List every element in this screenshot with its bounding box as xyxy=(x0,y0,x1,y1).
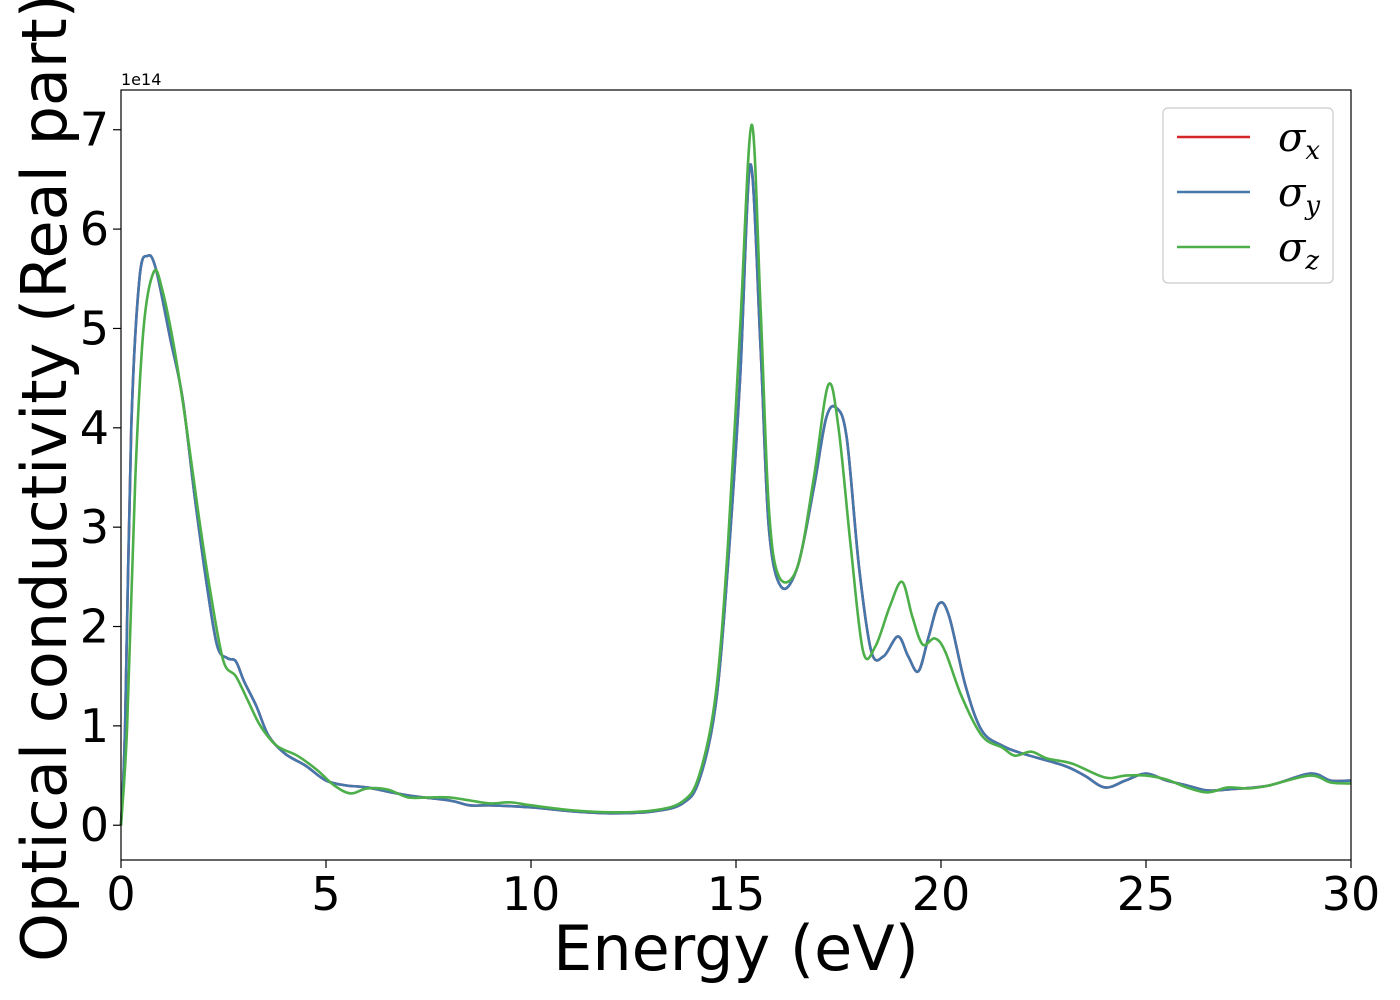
y-tick-label: 6 xyxy=(80,202,109,256)
x-tick-label: 30 xyxy=(1322,867,1381,921)
x-tick-label: 0 xyxy=(106,867,135,921)
series-line-z xyxy=(119,123,1352,826)
x-tick-label: 20 xyxy=(912,867,971,921)
legend-label-z: σz xyxy=(1278,225,1319,276)
x-tick-label: 10 xyxy=(502,867,561,921)
y-tick-label: 0 xyxy=(80,798,109,852)
legend-box xyxy=(1162,107,1334,284)
y-tick-label: 2 xyxy=(80,600,109,654)
y-tick-label: 3 xyxy=(80,500,109,554)
x-axis-title: Energy (eV) xyxy=(553,912,919,985)
y-tick-label: 4 xyxy=(80,401,109,455)
legend-label-y: σy xyxy=(1278,170,1320,221)
y-tick-label: 1 xyxy=(80,699,109,753)
y-offset-label: 1e14 xyxy=(121,70,161,89)
x-tick-label: 25 xyxy=(1117,867,1176,921)
ticks-layer: 0 5 10 15 20 25 30 0 1 2 3 4 5 6 7 xyxy=(80,103,1381,921)
y-axis-title: Optical conductivity (Real part) xyxy=(8,0,81,962)
x-tick-label: 5 xyxy=(311,867,340,921)
x-tick-label: 15 xyxy=(707,867,766,921)
y-tick-label: 5 xyxy=(80,301,109,355)
y-tick-label: 7 xyxy=(80,103,109,157)
legend-label-x: σx xyxy=(1278,115,1320,166)
series-layer xyxy=(119,123,1352,826)
series-line-y xyxy=(119,163,1352,826)
